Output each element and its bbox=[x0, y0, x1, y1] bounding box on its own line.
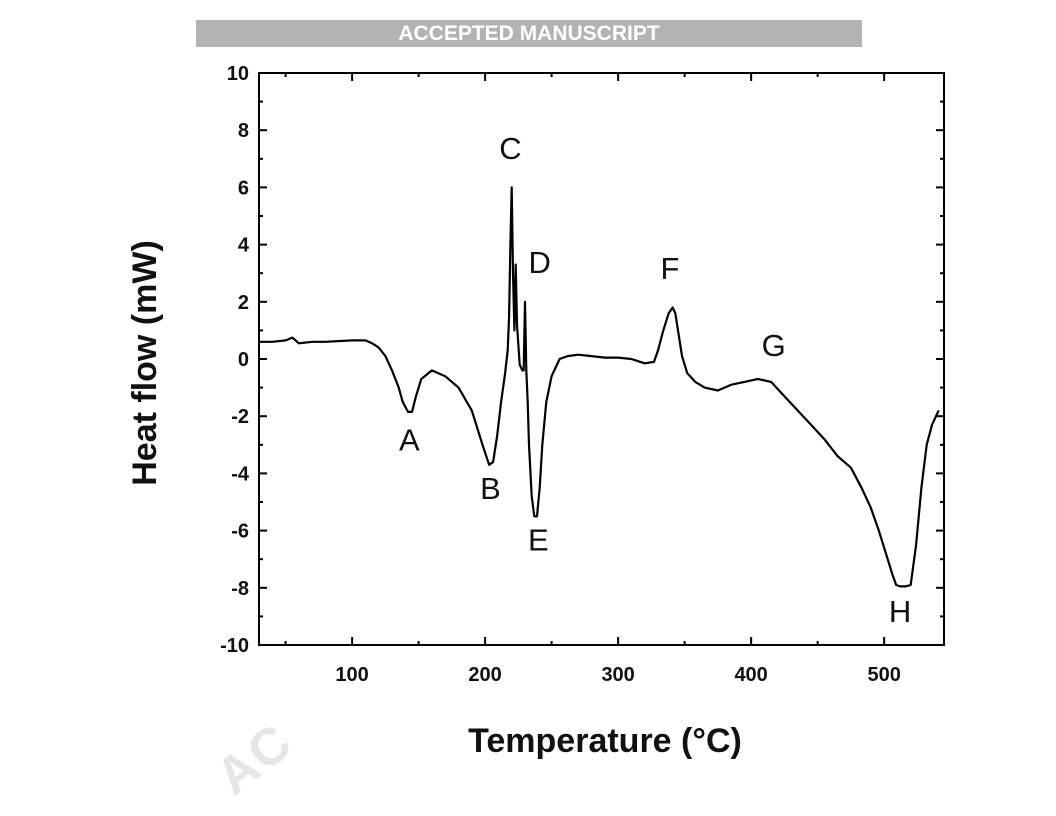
x-tick-label: 400 bbox=[734, 664, 767, 686]
plot-frame bbox=[258, 72, 945, 646]
peak-label-f: F bbox=[661, 251, 680, 286]
peak-label-h: H bbox=[889, 594, 911, 629]
peak-label-b: B bbox=[480, 471, 501, 506]
peak-label-g: G bbox=[762, 328, 786, 363]
x-axis-title: Temperature (°C) bbox=[468, 722, 742, 760]
y-tick-label: 0 bbox=[238, 349, 249, 371]
peak-label-e: E bbox=[528, 523, 549, 558]
heat-flow-curve bbox=[259, 186, 940, 588]
x-tick-label: 300 bbox=[601, 664, 634, 686]
x-tick-label: 100 bbox=[335, 664, 368, 686]
y-axis-title: Heat flow (mW) bbox=[126, 240, 164, 486]
peak-label-d: D bbox=[528, 245, 550, 280]
accepted-manuscript-banner: ACCEPTED MANUSCRIPT bbox=[196, 20, 862, 47]
y-tick-label: -2 bbox=[231, 406, 249, 428]
y-tick-label: 2 bbox=[238, 292, 249, 314]
peak-label-c: C bbox=[499, 131, 521, 166]
peak-label-a: A bbox=[399, 423, 420, 458]
y-tick-label: 8 bbox=[238, 120, 249, 142]
y-tick-label: -10 bbox=[220, 635, 249, 657]
x-tick-label: 500 bbox=[867, 664, 900, 686]
y-tick-label: -4 bbox=[231, 463, 250, 485]
y-tick-label: -8 bbox=[231, 578, 249, 600]
y-tick-label: 10 bbox=[227, 63, 249, 85]
y-tick-label: -6 bbox=[231, 521, 249, 543]
x-tick-label: 200 bbox=[468, 664, 501, 686]
y-tick-label: 6 bbox=[238, 177, 249, 199]
y-tick-label: 4 bbox=[238, 235, 250, 257]
